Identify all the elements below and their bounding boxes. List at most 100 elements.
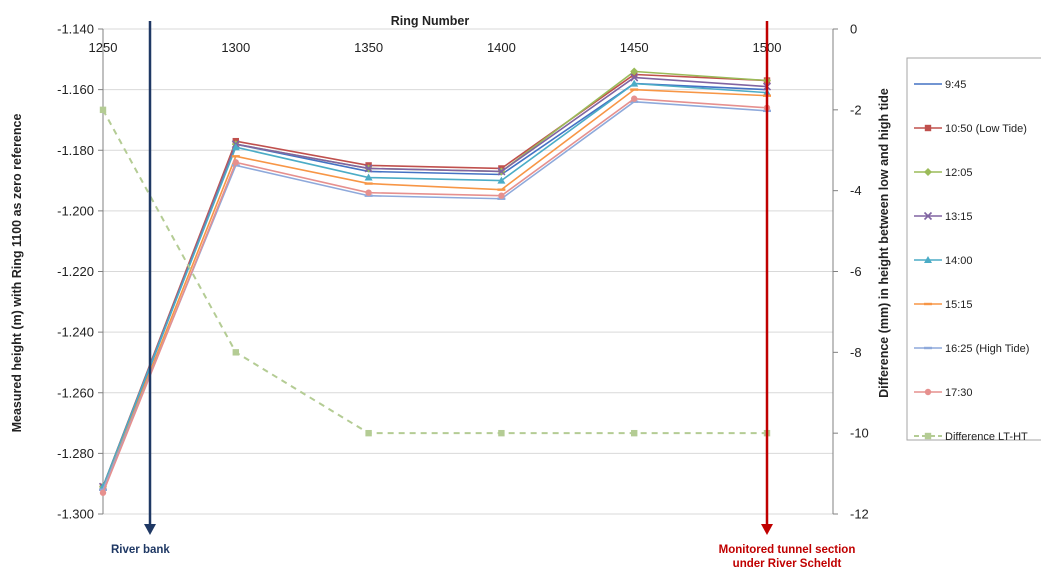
series-line: [102, 70, 768, 488]
data-point: [497, 167, 506, 176]
legend-item: 17:30: [914, 387, 973, 399]
annotation-label: Monitored tunnel section: [719, 544, 856, 556]
legend-label: 9:45: [945, 79, 966, 91]
legend-marker: [924, 256, 932, 263]
legend-item: 12:05: [914, 167, 973, 179]
y2-tick-label: -6: [850, 264, 862, 279]
data-point: [630, 73, 639, 82]
annotation-monitored-section: Monitored tunnel section under River Sche…: [719, 21, 856, 567]
series-layer: [98, 67, 772, 496]
legend-item: 15:15: [914, 299, 973, 311]
legend-label: 15:15: [945, 299, 973, 311]
data-point: [364, 164, 373, 173]
data-point: [364, 173, 373, 181]
legend-item: 10:50 (Low Tide): [914, 123, 1027, 135]
data-point: [498, 429, 505, 437]
data-point: [99, 489, 107, 496]
y-tick-label: -1.200: [57, 203, 94, 218]
data-point: [231, 143, 240, 151]
series-5: [99, 88, 771, 491]
y2-tick-label: -10: [850, 426, 869, 441]
series-6: [99, 100, 771, 491]
series-line: [102, 73, 768, 488]
legend-label: Difference LT-HT: [945, 431, 1028, 443]
legend-label: 13:15: [945, 211, 973, 223]
series-line: [102, 82, 768, 491]
y2-tick-label: -12: [850, 507, 869, 522]
series-0: [102, 82, 768, 491]
annotation-label: under River Scheldt: [733, 558, 842, 567]
y-tick-label: -1.220: [57, 264, 94, 279]
x-tick-label: 1300: [221, 40, 250, 55]
annotation-river-bank: River bank: [111, 21, 170, 556]
gridlines: [103, 28, 833, 515]
data-point: [631, 95, 638, 102]
legend-marker: [924, 388, 932, 396]
legend-marker: [923, 211, 933, 221]
legend-label: 10:50 (Low Tide): [945, 123, 1027, 135]
y2-tick-label: -2: [850, 102, 862, 117]
legend-label: 12:05: [945, 167, 973, 179]
series-line: [102, 109, 767, 435]
series-line: [102, 76, 768, 488]
y-tick-label: -1.300: [57, 507, 94, 522]
legend-marker: [924, 432, 932, 440]
x-axis-title: Ring Number: [391, 14, 470, 28]
series-1: [99, 71, 771, 490]
y-tick-label: -1.260: [57, 385, 94, 400]
legend-label: 14:00: [945, 255, 973, 267]
series-4: [99, 79, 771, 490]
legend-item: Difference LT-HT: [914, 431, 1028, 443]
legend-item: 14:00: [914, 255, 973, 267]
y-axis-title: Measured height (m) with Ring 1100 as ze…: [10, 114, 24, 433]
annotation-label: River bank: [111, 544, 170, 556]
series-2: [99, 67, 771, 491]
right-axis-ticks: 0 -2 -4 -6 -8 -10 -12: [833, 22, 869, 522]
series-7: [99, 95, 771, 496]
legend-marker: [924, 168, 932, 176]
y-tick-label: -1.180: [57, 143, 94, 158]
data-point: [365, 429, 372, 437]
data-point: [99, 106, 107, 114]
legend-entries: 9:45 10:50 (Low Tide) 12:05 13:15 14:00 15:15…: [914, 79, 1029, 443]
y-tick-label: -1.140: [57, 22, 94, 37]
data-point: [630, 67, 639, 76]
data-point: [365, 189, 372, 196]
legend-item: 13:15: [914, 211, 973, 223]
y2-axis-title: Difference (mm) in height between low an…: [877, 88, 891, 398]
data-point: [497, 176, 506, 184]
legend: [906, 57, 1041, 441]
y-tick-label: -1.160: [57, 82, 94, 97]
x-tick-label: 1400: [487, 40, 516, 55]
data-point: [232, 349, 239, 356]
legend-marker: [924, 124, 932, 132]
y-tick-label: -1.240: [57, 325, 94, 340]
data-point: [630, 79, 639, 87]
x-tick-label: 1250: [89, 40, 118, 55]
y2-tick-label: -8: [850, 345, 862, 360]
x-axis-ticks: 125013001350140014501500: [89, 40, 782, 55]
legend-item: 9:45: [914, 79, 966, 91]
legend-item: 16:25 (High Tide): [914, 343, 1029, 355]
data-point: [232, 159, 239, 166]
left-axis-ticks: -1.140 -1.160 -1.180 -1.200 -1.220 -1.240 -1.2…: [57, 22, 103, 522]
legend-label: 16:25 (High Tide): [945, 343, 1029, 355]
y-tick-label: -1.280: [57, 446, 94, 461]
legend-label: 17:30: [945, 387, 973, 399]
y2-tick-label: -4: [850, 183, 862, 198]
series-line: [102, 88, 768, 491]
annotation-arrowhead: [761, 524, 773, 535]
y2-tick-label: 0: [850, 22, 857, 37]
annotation-layer: River bank Monitored tunnel section under …: [111, 21, 855, 567]
series-3: [98, 73, 772, 491]
series-line: [102, 97, 768, 494]
data-point: [498, 192, 505, 199]
series-line: [102, 100, 768, 491]
x-tick-label: 1350: [354, 40, 383, 55]
x-tick-label: 1450: [620, 40, 649, 55]
data-point: [631, 429, 638, 437]
series-line: [102, 82, 768, 488]
annotation-arrowhead: [144, 524, 156, 535]
